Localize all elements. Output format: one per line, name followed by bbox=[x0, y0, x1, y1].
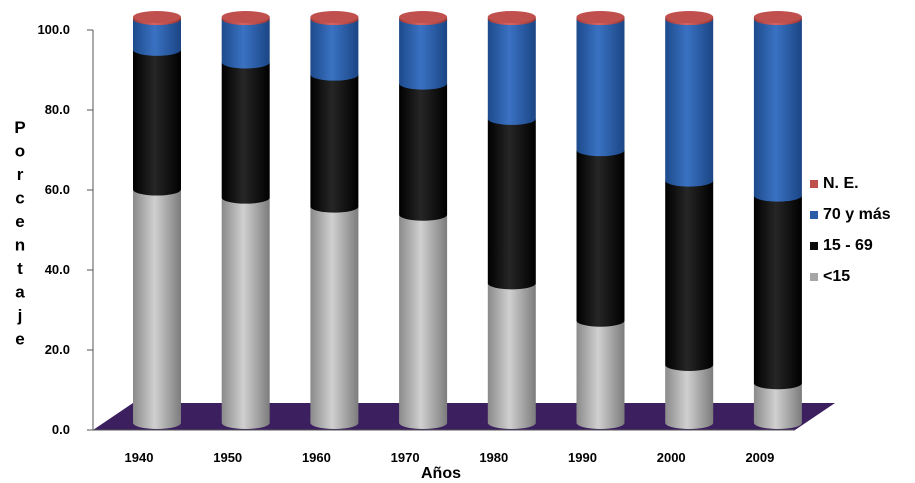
bar-segment bbox=[221, 197, 270, 429]
bar-2009 bbox=[753, 11, 802, 429]
bar-1990 bbox=[576, 11, 625, 429]
x-tick-label: 1940 bbox=[125, 450, 154, 465]
bar-segment bbox=[576, 320, 625, 429]
chart-floor bbox=[93, 403, 835, 430]
bar-segment bbox=[753, 383, 802, 429]
bar-top-cap bbox=[576, 11, 625, 23]
bar-top-cap bbox=[753, 11, 802, 23]
bar-top-cap bbox=[310, 11, 359, 23]
bar-segment bbox=[310, 206, 359, 429]
x-tick-label: 1990 bbox=[568, 450, 597, 465]
bars bbox=[133, 11, 802, 429]
x-tick-label: 1950 bbox=[213, 450, 242, 465]
x-tick-label: 1970 bbox=[391, 450, 420, 465]
y-axis-label-letter: o bbox=[15, 142, 25, 161]
bar-segment bbox=[487, 118, 536, 290]
y-axis-label-letter: c bbox=[15, 189, 24, 208]
bar-segment bbox=[753, 19, 802, 202]
x-tick-label: 2009 bbox=[745, 450, 774, 465]
y-axis-label-letter: P bbox=[14, 118, 25, 137]
legend-label: <15 bbox=[823, 268, 850, 285]
y-tick-label: 0.0 bbox=[52, 422, 70, 437]
y-axis-label-letter: e bbox=[15, 330, 24, 349]
bar-segment bbox=[221, 19, 270, 69]
bar-top-cap bbox=[399, 11, 448, 23]
bar-top-cap bbox=[221, 11, 270, 23]
bar-segment bbox=[487, 19, 536, 125]
y-axis-label-letter: j bbox=[17, 306, 23, 325]
bar-segment bbox=[310, 19, 359, 81]
bar-top-cap bbox=[133, 11, 181, 23]
legend-label: 70 y más bbox=[823, 206, 891, 223]
bar-segment bbox=[221, 62, 270, 204]
bar-segment bbox=[310, 74, 359, 213]
y-tick-label: 40.0 bbox=[45, 262, 70, 277]
x-tick-label: 1980 bbox=[479, 450, 508, 465]
bar-segment bbox=[576, 150, 625, 327]
legend-swatch bbox=[810, 273, 818, 281]
bar-1950 bbox=[221, 11, 270, 429]
bar-2000 bbox=[665, 11, 714, 429]
x-tick-label: 2000 bbox=[657, 450, 686, 465]
y-axis-label-letter: n bbox=[15, 236, 25, 255]
legend-swatch bbox=[810, 211, 818, 219]
y-axis-label-letter: a bbox=[15, 283, 25, 302]
bar-segment bbox=[133, 49, 181, 196]
bar-segment bbox=[665, 19, 714, 187]
y-axis-label-letter: r bbox=[17, 165, 24, 184]
y-tick-label: 100.0 bbox=[37, 22, 70, 37]
y-tick-label: 80.0 bbox=[45, 102, 70, 117]
bar-top-cap bbox=[665, 11, 714, 23]
bar-segment bbox=[399, 19, 448, 90]
legend-swatch bbox=[810, 242, 818, 250]
bar-segment bbox=[753, 195, 802, 390]
bar-1970 bbox=[399, 11, 448, 429]
y-axis-label-letter: e bbox=[15, 212, 24, 231]
bar-1980 bbox=[487, 11, 536, 429]
bar-segment bbox=[487, 283, 536, 429]
x-tick-label: 1960 bbox=[302, 450, 331, 465]
bar-segment bbox=[665, 180, 714, 371]
y-tick-label: 20.0 bbox=[45, 342, 70, 357]
bar-segment bbox=[133, 189, 181, 429]
bar-segment bbox=[576, 19, 625, 157]
legend-label: N. E. bbox=[823, 175, 859, 192]
legend: N. E. 70 y más 15 - 69 <15 bbox=[810, 175, 891, 285]
x-axis-label: Años bbox=[421, 465, 461, 482]
bar-1960 bbox=[310, 11, 359, 429]
bar-top-cap bbox=[487, 11, 536, 23]
bar-segment bbox=[399, 83, 448, 221]
bar-1940 bbox=[133, 11, 181, 429]
bar-segment bbox=[133, 19, 181, 56]
y-axis-label-letter: t bbox=[17, 259, 23, 278]
y-tick-label: 60.0 bbox=[45, 182, 70, 197]
legend-label: 15 - 69 bbox=[823, 237, 873, 254]
bar-segment bbox=[399, 214, 448, 429]
y-ticks: 0.0 20.0 40.0 60.0 80.0 100.0 bbox=[37, 22, 93, 437]
bar-segment bbox=[665, 364, 714, 429]
x-ticks: 1940 1950 1960 1970 1980 1990 2000 2009 bbox=[125, 450, 775, 465]
legend-swatch bbox=[810, 180, 818, 188]
